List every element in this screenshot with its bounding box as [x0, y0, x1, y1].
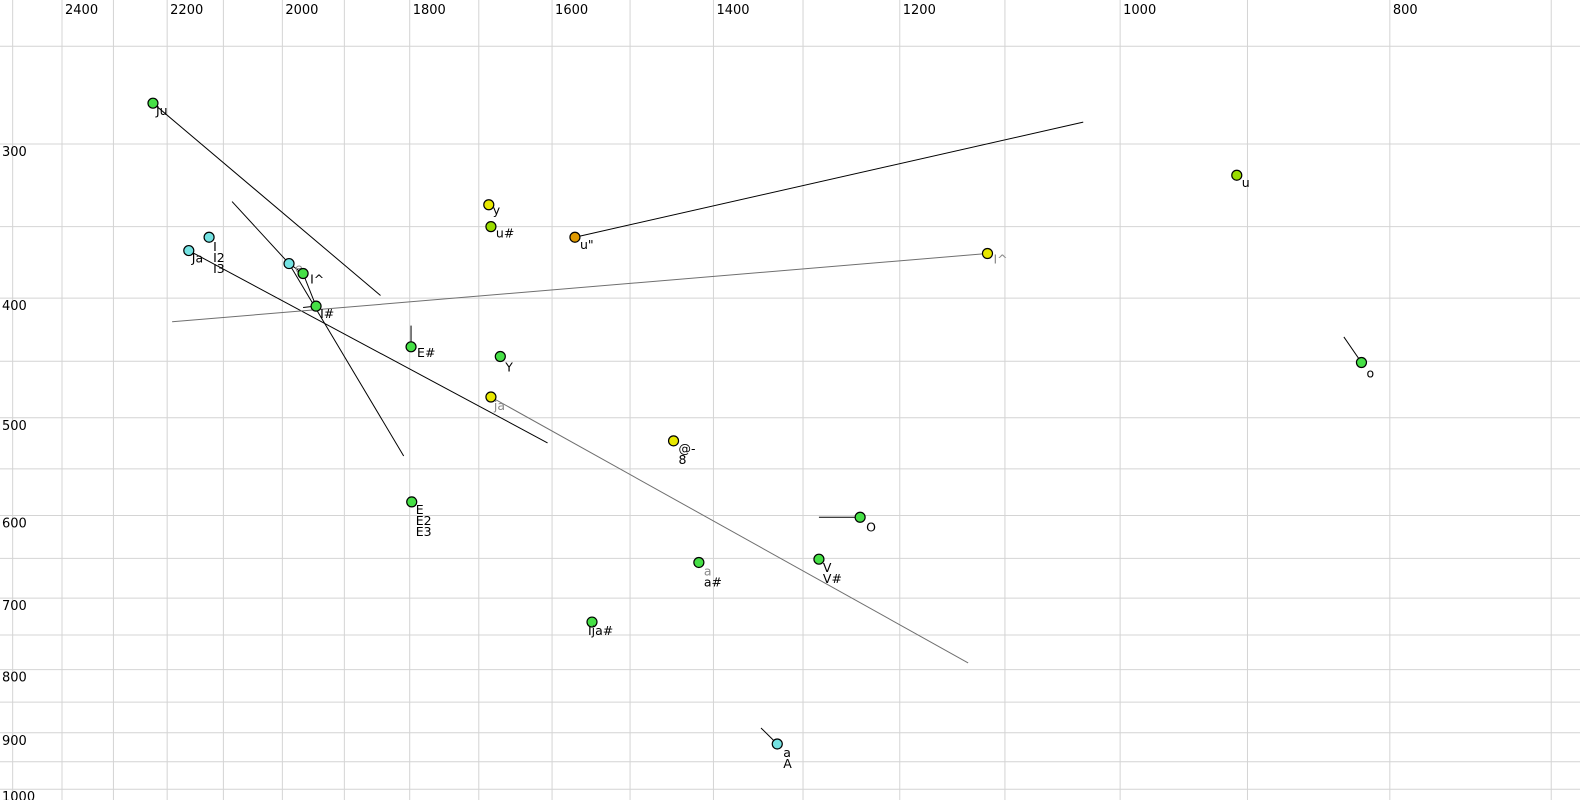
- x-tick-label: 1600: [555, 3, 588, 18]
- x-tick-label: 2200: [170, 3, 203, 18]
- trajectory-line: [152, 102, 381, 296]
- point-label-e: e: [295, 261, 303, 276]
- y-tick-label: 1000: [2, 790, 35, 800]
- data-point-Ija#[interactable]: [586, 616, 598, 628]
- point-label-@-: @-: [679, 441, 696, 456]
- data-point-y[interactable]: [483, 199, 495, 211]
- point-label-aA: A: [783, 756, 792, 771]
- data-point-I^g[interactable]: [297, 267, 309, 280]
- data-point-u[interactable]: [1231, 169, 1243, 181]
- trajectory-line: [490, 396, 969, 664]
- trajectory-line: [231, 201, 290, 264]
- y-tick-label: 700: [2, 599, 27, 614]
- data-point-I[interactable]: [203, 231, 215, 243]
- data-point-aA[interactable]: [771, 738, 783, 750]
- y-tick-label: 300: [2, 145, 27, 160]
- data-point-u#[interactable]: [485, 221, 497, 233]
- point-label-I#: I#: [320, 306, 334, 321]
- point-label-E#: E#: [417, 345, 435, 360]
- data-point-a[interactable]: [693, 556, 705, 569]
- data-point-u"[interactable]: [569, 231, 581, 243]
- point-label-Ja: Ja: [191, 251, 203, 266]
- point-label-Y: Y: [504, 360, 513, 375]
- point-label-u": u": [580, 237, 594, 252]
- y-tick-label: 900: [2, 734, 27, 749]
- x-tick-label: 800: [1393, 3, 1418, 18]
- point-label-y: y: [493, 203, 501, 218]
- point-label-u#: u#: [496, 226, 514, 241]
- x-tick-label: 2000: [285, 3, 318, 18]
- data-point-I#[interactable]: [310, 300, 322, 312]
- point-label-a: a: [704, 563, 712, 578]
- trajectory-line: [302, 273, 317, 307]
- point-label-V: V#: [823, 571, 842, 586]
- data-point-Y[interactable]: [494, 350, 506, 363]
- point-label-I: I3: [213, 261, 225, 276]
- data-point-ja[interactable]: [485, 391, 497, 403]
- data-point-Ju[interactable]: [147, 97, 159, 109]
- point-label-E: E: [416, 502, 424, 517]
- point-label-E: E2: [416, 513, 432, 528]
- data-point-e[interactable]: [283, 257, 295, 270]
- point-label-I: I: [213, 239, 217, 254]
- point-label-a: a#: [704, 574, 722, 589]
- y-tick-label: 800: [2, 671, 27, 686]
- point-label-I^: I^: [993, 251, 1007, 266]
- point-label-Ija#: Ija#: [588, 623, 613, 638]
- y-tick-label: 500: [2, 419, 27, 434]
- point-label-aA: a: [783, 745, 791, 760]
- x-tick-label: 2400: [65, 3, 98, 18]
- trajectory-line: [288, 263, 405, 457]
- point-label-@-: 8: [679, 452, 687, 467]
- y-tick-label: 400: [2, 299, 27, 314]
- point-label-V: V: [823, 560, 832, 575]
- point-label-Ju: Ju: [155, 103, 168, 118]
- trajectory-line: [188, 250, 548, 444]
- point-label-I^g: I^: [310, 271, 324, 286]
- data-point-I^[interactable]: [981, 247, 994, 260]
- data-point-O[interactable]: [854, 511, 866, 523]
- point-label-E: E3: [416, 524, 432, 539]
- point-label-o: o: [1366, 365, 1374, 380]
- data-point-@-[interactable]: [667, 435, 680, 447]
- x-tick-label: 1200: [903, 3, 936, 18]
- point-label-u: u: [1242, 175, 1250, 190]
- data-point-V[interactable]: [813, 553, 825, 565]
- data-point-E[interactable]: [406, 496, 418, 508]
- x-tick-label: 1000: [1123, 3, 1156, 18]
- point-label-I: I2: [213, 250, 225, 265]
- point-label-ja: ja: [493, 398, 505, 413]
- trajectory-line: [574, 121, 1084, 238]
- trajectory-line: [172, 252, 988, 323]
- y-tick-label: 600: [2, 516, 27, 531]
- data-point-Ja[interactable]: [183, 244, 195, 257]
- data-point-o[interactable]: [1355, 356, 1368, 369]
- x-tick-label: 1400: [716, 3, 749, 18]
- point-label-O: O: [866, 519, 876, 534]
- x-tick-label: 1800: [413, 3, 446, 18]
- data-point-E#[interactable]: [405, 341, 417, 353]
